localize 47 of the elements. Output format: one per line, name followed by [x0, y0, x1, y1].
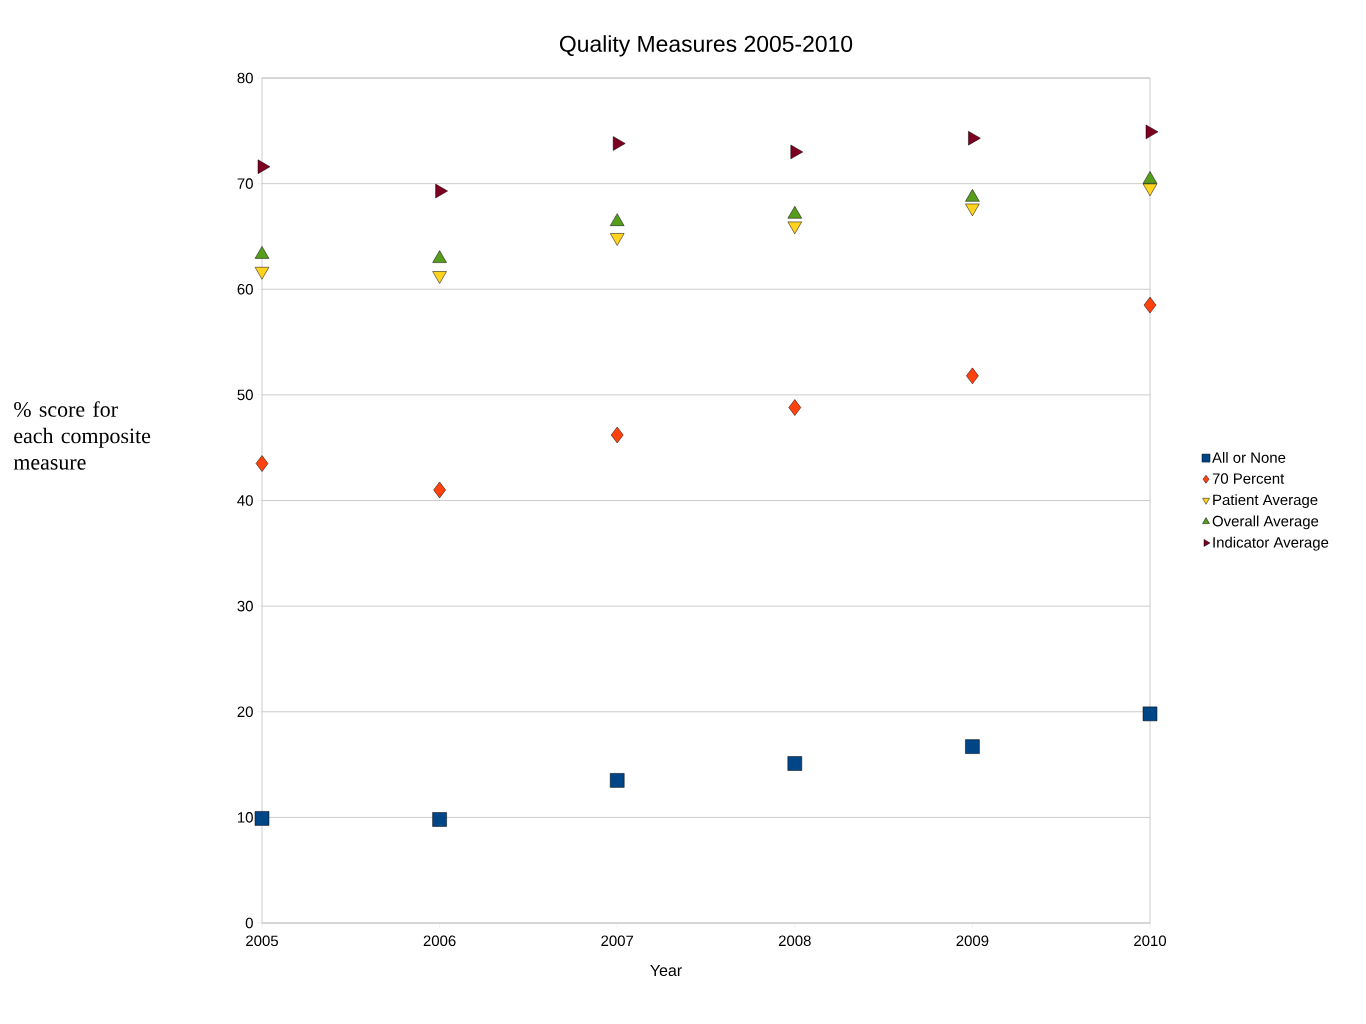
x-tick-label: 2010: [1134, 935, 1167, 947]
point: [433, 481, 446, 499]
x-tick-label: 2005: [246, 935, 278, 947]
point: [1143, 296, 1157, 314]
point: [790, 144, 804, 160]
y-tick-label: 30: [237, 600, 253, 612]
x-tick-label: 2008: [778, 935, 811, 947]
y-tick-label: 0: [245, 917, 253, 929]
point: [787, 206, 802, 219]
x-tick-label: 2006: [423, 935, 456, 947]
point: [432, 812, 447, 827]
x-tick-label: 2009: [956, 935, 989, 947]
point: [787, 756, 803, 771]
point: [1142, 706, 1158, 722]
legend-label: Patient Average: [1213, 494, 1318, 509]
y-tick-label: 10: [238, 812, 253, 823]
y-tick-label: 70: [237, 178, 253, 189]
point: [257, 159, 271, 174]
y-tick-label: 40: [237, 495, 253, 506]
point: [1142, 171, 1158, 184]
point: [965, 189, 980, 202]
chart-title: Quality Measures 2005-2010: [559, 35, 853, 57]
point: [254, 811, 270, 826]
y-tick-label: 80: [237, 72, 253, 84]
point: [432, 250, 447, 263]
point: [610, 213, 625, 226]
point: [609, 773, 625, 788]
legend-label: 70 Percent: [1212, 473, 1285, 484]
y-axis-title: % score for each composite measure: [13, 401, 151, 470]
point: [610, 426, 624, 444]
y-tick-label: 50: [237, 389, 253, 401]
point: [435, 183, 448, 199]
point: [1145, 124, 1159, 140]
y-tick-label: 60: [237, 283, 253, 295]
point: [965, 739, 980, 754]
point: [966, 367, 979, 385]
point: [612, 136, 626, 151]
y-tick-label: 20: [237, 706, 253, 718]
legend-label: All or None: [1212, 451, 1286, 463]
legend-label: Indicator Average: [1213, 536, 1329, 551]
point: [968, 131, 981, 146]
x-axis-title: Year: [650, 964, 682, 977]
legend-label: Overall Average: [1212, 515, 1319, 530]
point: [788, 399, 802, 416]
point: [255, 455, 269, 472]
point: [254, 246, 270, 259]
x-tick-label: 2007: [601, 935, 634, 947]
